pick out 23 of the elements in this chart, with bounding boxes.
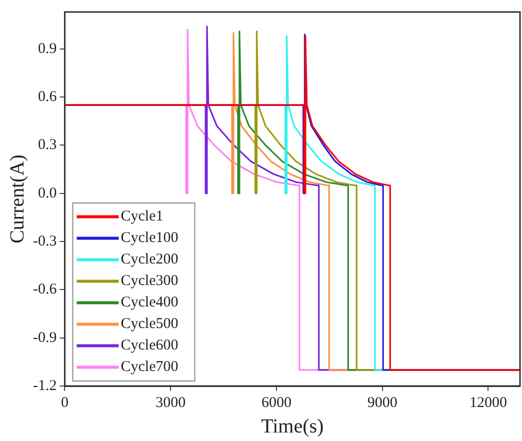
y-tick-label: -1.2 <box>32 378 57 394</box>
y-tick-label: -0.9 <box>32 330 57 346</box>
x-tick-label: 6000 <box>261 394 292 411</box>
y-axis-title: Current(A) <box>6 154 28 244</box>
legend-label: Cycle300 <box>120 273 178 290</box>
x-tick-label: 0 <box>60 394 68 411</box>
y-tick-label: 0.0 <box>38 185 57 202</box>
x-tick-label: 12000 <box>469 394 507 411</box>
legend-label: Cycle600 <box>120 338 178 354</box>
legend-label: Cycle1 <box>120 208 164 225</box>
x-axis-title: Time(s) <box>261 415 324 438</box>
x-tick-label: 3000 <box>156 394 186 411</box>
legend-label: Cycle500 <box>120 316 178 332</box>
y-tick-label: 0.9 <box>38 40 57 57</box>
y-tick-label: 0.6 <box>38 89 58 106</box>
legend-label: Cycle200 <box>120 252 178 268</box>
legend-label: Cycle400 <box>120 294 178 311</box>
x-tick-label: 9000 <box>367 394 398 411</box>
y-tick-label: 0.3 <box>38 137 57 154</box>
y-tick-label: -0.6 <box>32 282 58 298</box>
y-tick-label: -0.3 <box>32 233 57 250</box>
legend-label: Cycle100 <box>120 230 178 246</box>
legend-label: Cycle700 <box>120 359 178 376</box>
